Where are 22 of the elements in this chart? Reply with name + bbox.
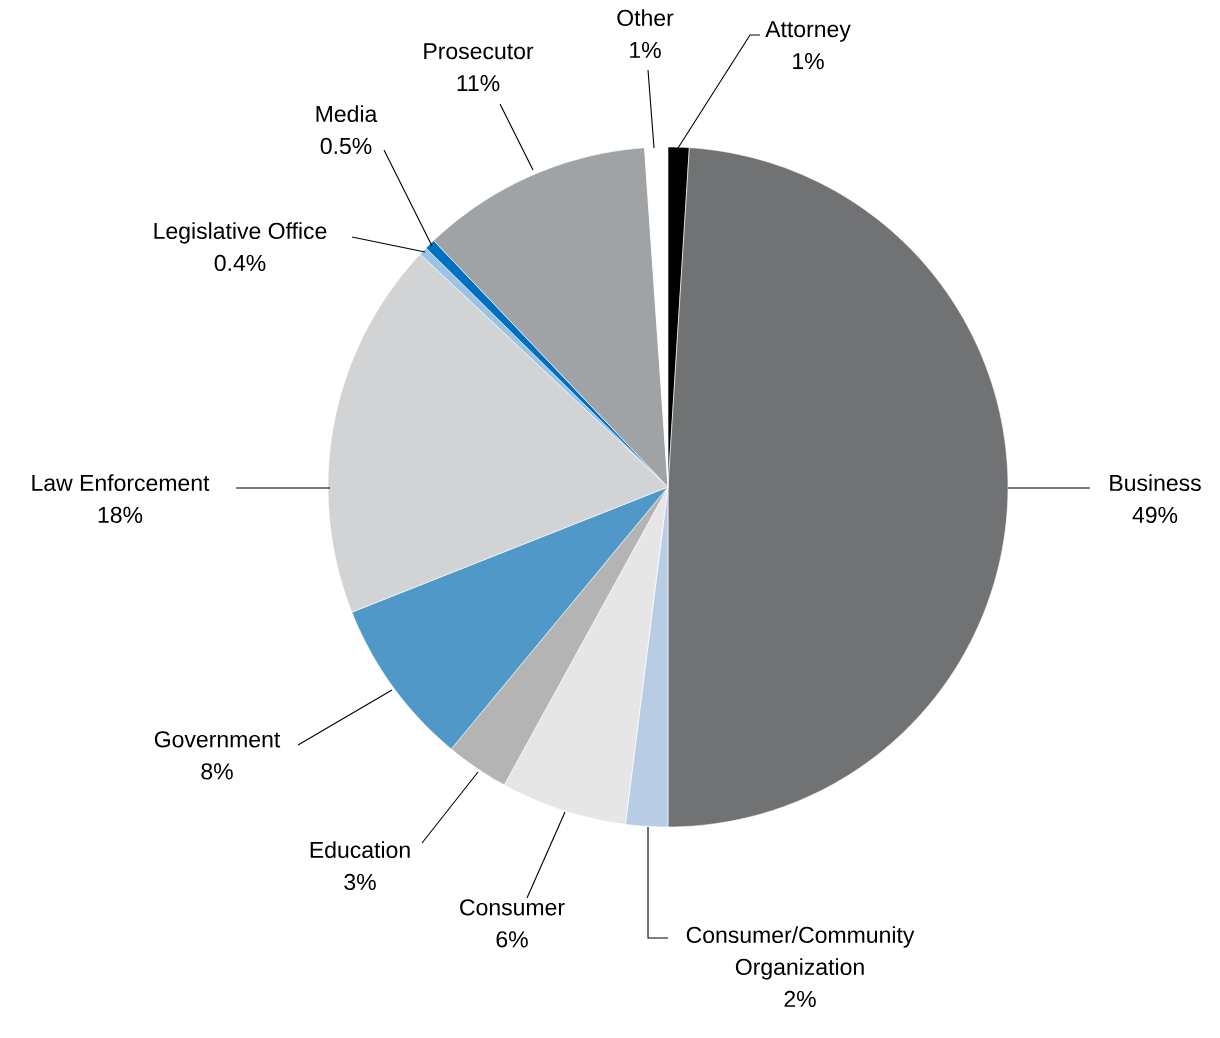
slice-label: Consumer bbox=[460, 899, 565, 916]
slice-label: Government bbox=[154, 731, 281, 748]
slice-label: Business bbox=[1110, 474, 1201, 492]
data-label: 1% bbox=[630, 41, 661, 58]
data-label: 0.5% bbox=[320, 137, 372, 155]
slice-label: Education bbox=[310, 841, 410, 859]
data-label: 1% bbox=[793, 53, 824, 70]
data-label: 18% bbox=[98, 506, 143, 524]
slice-label: Law Enforcement bbox=[32, 474, 210, 492]
data-label: 8% bbox=[201, 763, 233, 780]
slice-label: Consumer/Community Organization bbox=[686, 926, 915, 980]
data-label: 49% bbox=[1132, 506, 1178, 524]
data-label: 11% bbox=[457, 75, 500, 92]
slice-label: Attorney bbox=[765, 21, 851, 42]
slice-label: Legislative Office bbox=[154, 222, 327, 244]
slice-label: Media bbox=[316, 105, 378, 123]
data-label: 3% bbox=[344, 873, 376, 891]
slice-label: Other bbox=[617, 9, 674, 27]
data-label: 2% bbox=[784, 990, 816, 1007]
data-label: 6% bbox=[496, 931, 528, 948]
data-label: 0.4% bbox=[214, 254, 266, 272]
slice-label: Prosecutor bbox=[424, 43, 534, 60]
